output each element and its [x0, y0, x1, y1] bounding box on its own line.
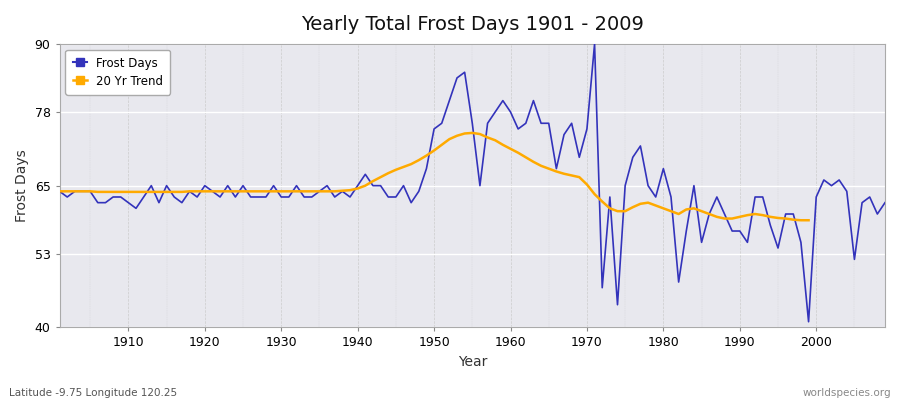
Text: Latitude -9.75 Longitude 120.25: Latitude -9.75 Longitude 120.25	[9, 388, 177, 398]
Legend: Frost Days, 20 Yr Trend: Frost Days, 20 Yr Trend	[66, 50, 170, 95]
Y-axis label: Frost Days: Frost Days	[15, 149, 29, 222]
X-axis label: Year: Year	[457, 355, 487, 369]
Title: Yearly Total Frost Days 1901 - 2009: Yearly Total Frost Days 1901 - 2009	[301, 15, 644, 34]
Text: worldspecies.org: worldspecies.org	[803, 388, 891, 398]
